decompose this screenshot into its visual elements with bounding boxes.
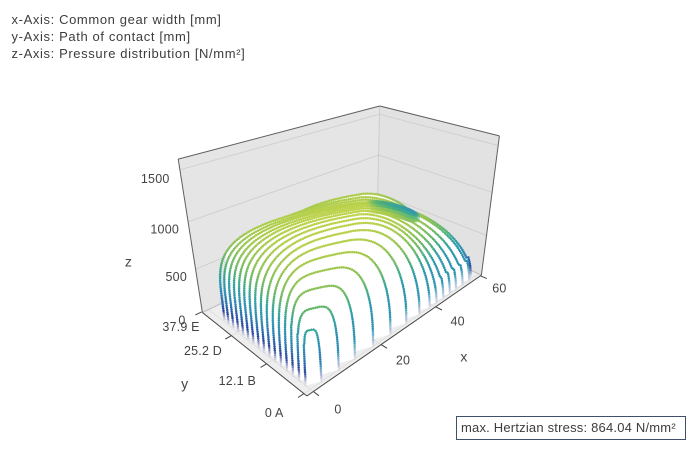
svg-text:y: y: [181, 376, 188, 392]
svg-text:1500: 1500: [141, 172, 170, 186]
svg-text:25.2 D: 25.2 D: [184, 344, 222, 358]
svg-text:20: 20: [396, 354, 410, 368]
svg-text:0 A: 0 A: [265, 406, 284, 420]
svg-text:37.9 E: 37.9 E: [162, 320, 199, 334]
svg-text:0: 0: [178, 314, 185, 328]
svg-text:0: 0: [334, 403, 341, 417]
svg-text:1000: 1000: [150, 223, 179, 237]
svg-text:40: 40: [450, 315, 464, 329]
svg-text:z: z: [125, 254, 132, 270]
svg-text:x: x: [460, 349, 467, 365]
svg-text:60: 60: [492, 282, 506, 296]
svg-text:500: 500: [166, 270, 187, 284]
svg-text:12.1 B: 12.1 B: [219, 374, 256, 388]
